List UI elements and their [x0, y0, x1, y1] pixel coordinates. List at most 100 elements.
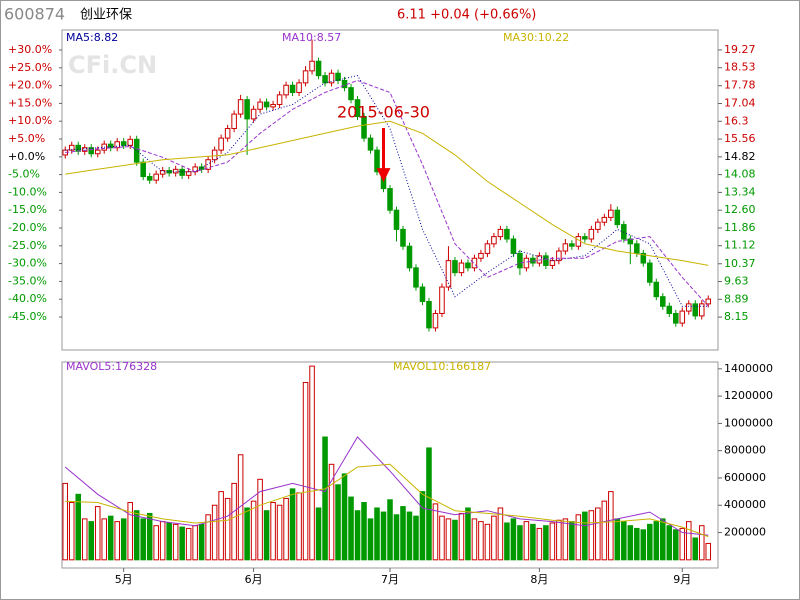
- candle-body: [445, 260, 452, 288]
- candle-body: [679, 310, 686, 324]
- candle-body: [562, 243, 569, 252]
- y2-tick-label: -45.0%: [8, 310, 47, 323]
- vol-y-tick-label: 800000: [724, 444, 766, 457]
- candle-body: [653, 281, 660, 298]
- volume-bar: [159, 521, 166, 561]
- candle-body: [88, 147, 95, 155]
- candle-body: [276, 94, 283, 105]
- candle-body: [491, 236, 497, 245]
- candle-body: [257, 101, 263, 110]
- y2-tick-label: +25.0%: [8, 61, 52, 74]
- volume-bar: [166, 522, 172, 561]
- candle-body: [478, 252, 484, 259]
- y-tick-label: 17.78: [724, 79, 756, 92]
- candle-body: [666, 305, 673, 314]
- volume-bar: [556, 519, 562, 561]
- y-tick-label: 16.3: [724, 114, 749, 127]
- volume-bar: [244, 507, 250, 561]
- vol-y-tick-label: 1200000: [724, 389, 773, 402]
- ma-legend: MAVOL10:166187: [393, 360, 491, 373]
- candle-body: [341, 79, 348, 89]
- volume-bar: [705, 542, 712, 561]
- candle-body: [114, 141, 120, 149]
- candle-body: [374, 149, 380, 173]
- candle-body: [211, 149, 218, 161]
- candle-body: [582, 236, 588, 240]
- volume-bar: [543, 525, 549, 561]
- candle-body: [393, 209, 400, 230]
- candle-body: [588, 228, 595, 240]
- stock-name: 创业环保: [80, 8, 132, 23]
- volume-bar: [322, 436, 328, 561]
- volume-bar: [458, 512, 465, 561]
- volume-bar: [588, 510, 595, 561]
- volume-bar: [393, 514, 400, 561]
- candle-body: [452, 260, 458, 274]
- candle-body: [205, 159, 211, 170]
- volume-bar: [315, 507, 322, 561]
- volume-bar: [283, 497, 289, 561]
- volume-bar: [172, 523, 179, 561]
- candle-body: [231, 113, 237, 129]
- candle-body: [354, 99, 361, 117]
- candle-body: [634, 243, 640, 254]
- candle-body: [315, 60, 322, 77]
- candle-body: [263, 101, 270, 108]
- ma-legend: MA30:10.22: [503, 31, 569, 44]
- volume-bar: [608, 491, 614, 561]
- volume-bar: [595, 507, 601, 561]
- y2-tick-label: -25.0%: [8, 239, 47, 252]
- volume-bar: [621, 521, 627, 561]
- volume-bar: [237, 454, 244, 561]
- volume-bar: [601, 500, 608, 561]
- volume-bar: [634, 527, 640, 561]
- ma-line: [65, 75, 709, 307]
- y-tick-label: 14.08: [724, 168, 756, 181]
- vol-y-tick-label: 600000: [724, 471, 766, 484]
- volume-bar: [218, 491, 224, 561]
- candle-body: [159, 170, 166, 175]
- price-panel: [61, 29, 719, 351]
- candle-body: [647, 262, 653, 283]
- candle-body: [387, 188, 393, 211]
- y-tick-label: 8.15: [724, 310, 749, 323]
- volume-bar: [205, 514, 211, 561]
- y2-tick-label: -10.0%: [8, 185, 47, 198]
- y-tick-label: 9.63: [724, 275, 749, 288]
- candle-body: [471, 257, 478, 269]
- y2-tick-label: +5.0%: [8, 132, 45, 145]
- volume-bar: [426, 447, 432, 561]
- x-tick-label: 5月: [115, 573, 133, 586]
- y2-tick-label: +10.0%: [8, 114, 52, 127]
- volume-bar: [685, 521, 692, 561]
- volume-bar: [640, 529, 647, 561]
- volume-bar: [666, 525, 673, 561]
- x-tick-label: 6月: [245, 573, 263, 586]
- volume-bar: [647, 523, 653, 561]
- y-tick-label: 11.86: [724, 221, 756, 234]
- volume-bar: [692, 537, 699, 561]
- candle-body: [283, 84, 289, 96]
- candle-body: [68, 144, 75, 151]
- volume-bar: [348, 496, 354, 561]
- volume-bar: [68, 502, 75, 561]
- volume-bar: [679, 527, 686, 561]
- candle-body: [270, 103, 276, 108]
- vol-y-tick-label: 400000: [724, 498, 766, 511]
- candle-body: [465, 262, 471, 269]
- candle-body: [367, 137, 374, 151]
- y2-tick-label: -5.0%: [8, 168, 40, 181]
- vol-y-tick-label: 1400000: [724, 362, 773, 375]
- volume-bar: [517, 525, 523, 561]
- vol-y-tick-label: 1000000: [724, 416, 773, 429]
- arrow-head: [376, 168, 391, 183]
- volume-bar: [354, 510, 361, 561]
- volume-bar: [198, 523, 205, 561]
- volume-bar: [569, 521, 575, 561]
- candle-body: [250, 108, 257, 120]
- candle-body: [413, 267, 419, 288]
- volume-bar: [88, 521, 95, 561]
- candle-body: [322, 75, 328, 84]
- volume-bar: [94, 506, 101, 561]
- candle-body: [543, 255, 549, 266]
